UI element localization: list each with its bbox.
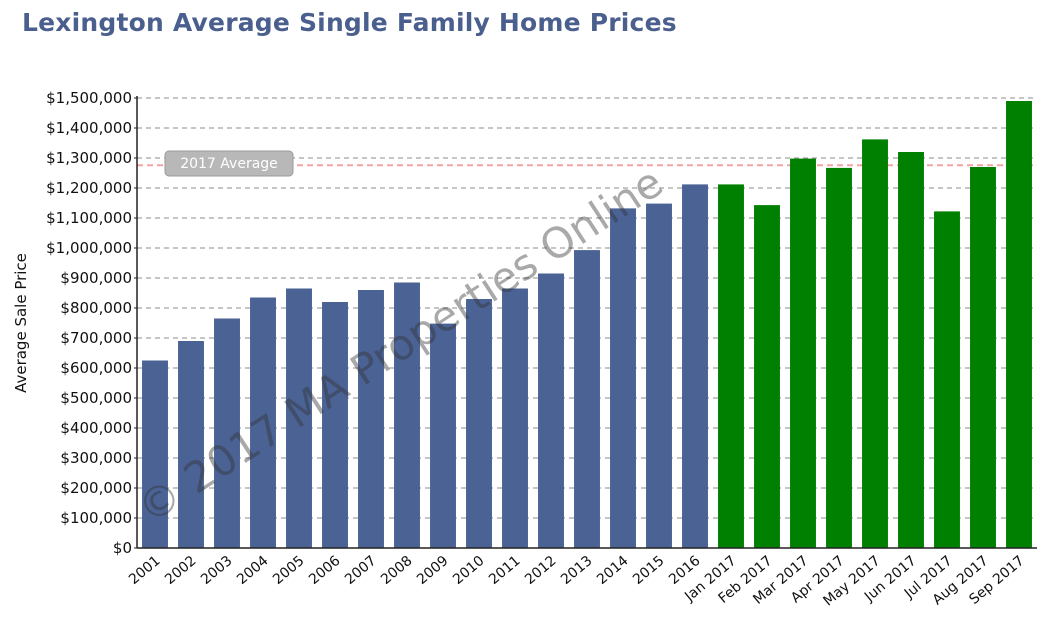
- bar-2004: [250, 297, 276, 548]
- x-tick-label: 2012: [522, 553, 560, 588]
- x-tick-label: 2007: [342, 553, 380, 588]
- chart-title: Lexington Average Single Family Home Pri…: [22, 8, 677, 37]
- bar-2010: [466, 299, 492, 548]
- y-tick-label: $1,500,000: [46, 89, 132, 107]
- x-tick-label: 2001: [126, 553, 164, 588]
- y-tick-label: $300,000: [60, 449, 132, 467]
- bar-mar-2017: [790, 158, 816, 548]
- bar-2012: [538, 273, 564, 548]
- bar-2016: [682, 184, 708, 548]
- bar-2005: [286, 288, 312, 548]
- bar-2011: [502, 288, 528, 548]
- bar-apr-2017: [826, 167, 852, 548]
- x-tick-label: 2005: [270, 553, 308, 588]
- x-tick-label: 2010: [450, 553, 488, 588]
- bars: [142, 101, 1032, 548]
- y-tick-label: $1,300,000: [46, 149, 132, 167]
- bar-2002: [178, 341, 204, 548]
- x-tick-label: 2009: [414, 553, 452, 588]
- bar-sep-2017: [1006, 101, 1032, 548]
- bar-jun-2017: [898, 152, 924, 548]
- y-tick-label: $400,000: [60, 419, 132, 437]
- x-tick-label: 2015: [630, 553, 668, 588]
- x-tick-label: 2011: [486, 553, 524, 588]
- bar-2015: [646, 203, 672, 548]
- bar-2013: [574, 250, 600, 548]
- x-tick-label: 2002: [162, 553, 200, 588]
- bar-aug-2017: [970, 167, 996, 548]
- reference-line-label: 2017 Average: [180, 156, 278, 172]
- y-axis-label: Average Sale Price: [12, 253, 30, 393]
- y-tick-label: $0: [113, 539, 132, 557]
- y-tick-label: $800,000: [60, 299, 132, 317]
- bar-2001: [142, 360, 168, 548]
- bar-feb-2017: [754, 205, 780, 548]
- x-tick-labels: 2001200220032004200520062007200820092010…: [126, 553, 1028, 610]
- bar-2007: [358, 290, 384, 548]
- y-tick-label: $200,000: [60, 479, 132, 497]
- bar-2003: [214, 318, 240, 548]
- x-tick-label: 2013: [558, 553, 596, 588]
- y-tick-label: $1,000,000: [46, 239, 132, 257]
- x-tick-label: 2004: [234, 553, 272, 588]
- bar-jan-2017: [718, 184, 744, 548]
- bar-jul-2017: [934, 211, 960, 548]
- bar-2006: [322, 302, 348, 548]
- y-tick-label: $700,000: [60, 329, 132, 347]
- x-tick-label: 2003: [198, 553, 236, 588]
- reference-line-label-box: 2017 Average: [164, 150, 294, 177]
- bar-2014: [610, 208, 636, 548]
- y-tick-label: $1,100,000: [46, 209, 132, 227]
- x-tick-label: 2008: [378, 553, 416, 588]
- y-tick-label: $500,000: [60, 389, 132, 407]
- y-tick-label: $900,000: [60, 269, 132, 287]
- bar-may-2017: [862, 139, 888, 548]
- bar-2009: [430, 323, 456, 548]
- y-tick-label: $1,200,000: [46, 179, 132, 197]
- x-tick-label: 2006: [306, 553, 344, 588]
- bar-2008: [394, 282, 420, 548]
- y-tick-labels: $0 $100,000 $200,000 $300,000 $400,000 $500,0…: [46, 89, 132, 557]
- y-tick-label: $100,000: [60, 509, 132, 527]
- y-tick-label: $600,000: [60, 359, 132, 377]
- axes: [134, 96, 1037, 549]
- y-tick-label: $1,400,000: [46, 119, 132, 137]
- x-tick-label: 2014: [594, 553, 632, 588]
